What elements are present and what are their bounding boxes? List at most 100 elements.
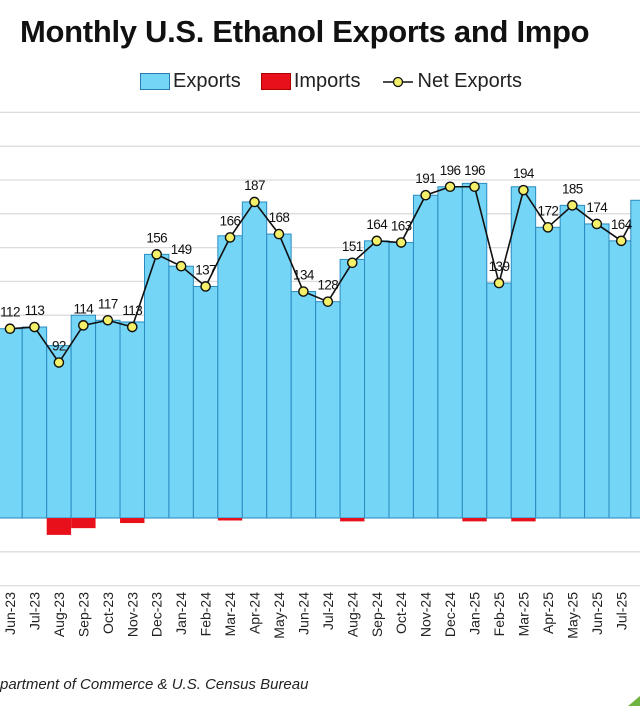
data-label: 166 bbox=[220, 213, 241, 228]
data-label: 128 bbox=[317, 278, 338, 293]
data-label: 196 bbox=[464, 163, 485, 178]
net-exports-point bbox=[4, 323, 16, 335]
data-label: 185 bbox=[562, 181, 583, 196]
import-bar bbox=[511, 518, 536, 522]
net-exports-point bbox=[126, 321, 138, 333]
net-exports-point bbox=[249, 196, 260, 208]
data-label: 149 bbox=[171, 242, 192, 257]
x-tick-label: Jan-24 bbox=[173, 592, 189, 635]
net-exports-point bbox=[469, 181, 480, 193]
x-tick-label: Jun-24 bbox=[295, 592, 311, 635]
data-label: 194 bbox=[513, 166, 535, 181]
import-bar bbox=[340, 518, 365, 522]
export-bar bbox=[315, 301, 341, 519]
net-exports-marker-icon bbox=[382, 76, 413, 87]
export-bar bbox=[95, 319, 121, 519]
data-label: 191 bbox=[415, 171, 436, 186]
data-label: 151 bbox=[342, 239, 363, 254]
legend-label: Imports bbox=[293, 70, 361, 92]
x-tick-label: Dec-23 bbox=[149, 592, 165, 637]
x-tick-label: Feb-24 bbox=[198, 592, 214, 637]
x-tick-label: Mar-24 bbox=[222, 592, 238, 637]
net-exports-point bbox=[298, 286, 309, 297]
x-tick-label: Apr-25 bbox=[540, 592, 556, 634]
net-exports-point bbox=[615, 235, 627, 247]
x-tick-label: Jan-25 bbox=[467, 592, 483, 635]
net-exports-point bbox=[53, 357, 65, 368]
net-exports-point bbox=[591, 218, 603, 230]
data-label: 172 bbox=[538, 203, 559, 218]
x-tick-label: Aug-23 bbox=[51, 592, 67, 637]
data-label: 187 bbox=[244, 178, 265, 193]
export-bar bbox=[339, 258, 366, 519]
data-label: 164 bbox=[611, 217, 633, 232]
export-bar bbox=[192, 285, 219, 519]
export-bar bbox=[584, 223, 610, 519]
net-exports-point bbox=[29, 321, 40, 333]
net-exports-point bbox=[493, 277, 505, 289]
export-bar bbox=[70, 314, 97, 519]
export-bar-partial bbox=[630, 199, 640, 519]
x-tick-label: Feb-25 bbox=[491, 592, 507, 637]
x-tick-label: Nov-23 bbox=[124, 592, 140, 637]
source-note: partment of Commerce & U.S. Census Burea… bbox=[0, 676, 309, 693]
x-tick-label: Sep-24 bbox=[369, 592, 385, 637]
export-bar bbox=[119, 321, 145, 519]
x-tick-label: Apr-24 bbox=[247, 592, 263, 634]
data-label: 196 bbox=[440, 163, 461, 178]
export-bar bbox=[412, 194, 439, 519]
data-label: 113 bbox=[25, 303, 45, 318]
data-label: 114 bbox=[73, 301, 94, 316]
net-exports-point bbox=[567, 200, 578, 211]
export-bar bbox=[168, 265, 194, 519]
data-label: 92 bbox=[52, 339, 66, 354]
net-exports-point bbox=[371, 235, 383, 247]
net-exports-point bbox=[444, 181, 456, 193]
legend-label: Exports bbox=[173, 70, 241, 92]
net-exports-point bbox=[175, 260, 187, 272]
x-tick-label: Nov-24 bbox=[418, 592, 434, 637]
x-tick-label: May-24 bbox=[271, 592, 287, 639]
legend-label: Net Exports bbox=[417, 70, 522, 92]
x-tick-label: Jun-25 bbox=[589, 592, 605, 635]
data-label: 156 bbox=[146, 230, 167, 245]
x-tick-label: Dec-24 bbox=[442, 592, 458, 637]
net-exports-point bbox=[542, 222, 554, 233]
x-tick-label: Jul-23 bbox=[26, 592, 42, 630]
data-label: 168 bbox=[269, 210, 290, 225]
x-tick-label: Oct-23 bbox=[100, 592, 116, 634]
net-exports-point bbox=[518, 184, 529, 196]
data-label: 139 bbox=[489, 259, 510, 274]
net-exports-point bbox=[420, 189, 431, 201]
legend-net-exports: Net Exports bbox=[381, 70, 522, 93]
export-bar bbox=[144, 253, 170, 519]
x-tick-label: Mar-25 bbox=[515, 592, 531, 637]
data-label: 134 bbox=[293, 268, 315, 283]
net-exports-point bbox=[78, 320, 89, 331]
import-bar bbox=[120, 518, 145, 524]
data-label: 112 bbox=[0, 305, 20, 320]
imports-swatch bbox=[260, 73, 291, 90]
export-bar bbox=[364, 240, 390, 519]
export-bar bbox=[608, 240, 634, 519]
export-bar bbox=[241, 201, 268, 519]
import-bar bbox=[217, 518, 243, 521]
export-bar bbox=[266, 233, 292, 519]
legend: Exports Imports Net Exports bbox=[140, 70, 522, 93]
net-exports-point bbox=[102, 314, 114, 326]
data-label: 117 bbox=[98, 296, 118, 311]
x-tick-label: May-25 bbox=[564, 592, 580, 639]
chart-title: Monthly U.S. Ethanol Exports and Impo bbox=[20, 14, 590, 49]
data-label: 163 bbox=[391, 219, 412, 234]
import-bar bbox=[71, 518, 96, 529]
data-label: 174 bbox=[586, 200, 608, 215]
net-exports-point bbox=[322, 296, 334, 307]
x-tick-label: Aug-24 bbox=[344, 592, 360, 637]
net-exports-point bbox=[200, 281, 211, 292]
x-tick-label: Jul-24 bbox=[320, 592, 336, 630]
net-exports-point bbox=[273, 228, 285, 240]
net-exports-point bbox=[395, 237, 407, 248]
